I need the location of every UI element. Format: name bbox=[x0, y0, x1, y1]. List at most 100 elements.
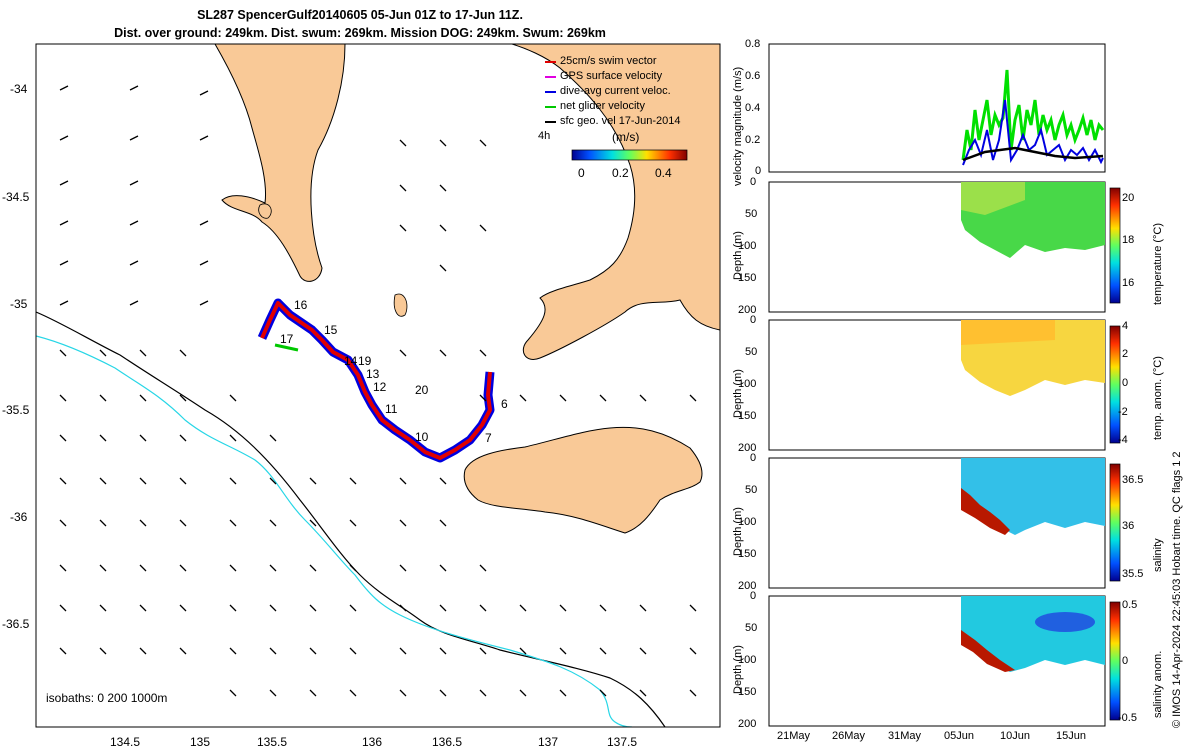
sal-cbar-tick: 36 bbox=[1122, 520, 1135, 532]
salinity-high-layer bbox=[961, 488, 1010, 535]
temp-anom-field-patch bbox=[961, 320, 1055, 345]
vel-tick-1: 0.6 bbox=[745, 70, 761, 82]
land-island-small bbox=[393, 293, 408, 317]
current-vector-field bbox=[59, 85, 697, 697]
depth-tick: 100 bbox=[738, 516, 757, 528]
day-label: 16 bbox=[294, 298, 308, 312]
temp-cbar-tick: 18 bbox=[1122, 234, 1135, 246]
depth-tick: 200 bbox=[738, 718, 757, 730]
time-tick: 31May bbox=[888, 730, 922, 742]
depth-tick: 50 bbox=[745, 484, 758, 496]
depth-tick: 150 bbox=[738, 272, 757, 284]
salinity-cbar-label: salinity bbox=[1152, 538, 1164, 572]
legend-label-swim: 25cm/s swim vector bbox=[560, 55, 657, 67]
vel-tick-3: 0.2 bbox=[745, 134, 761, 146]
lat-tick-3: -35.5 bbox=[2, 403, 30, 417]
day-label: 17 bbox=[280, 332, 294, 346]
lon-tick-4: 136.5 bbox=[432, 735, 463, 749]
salinity-ylabel: Depth (m) bbox=[732, 507, 744, 556]
tanom-cbar-tick: 2 bbox=[1122, 348, 1129, 360]
day-label: 13 bbox=[366, 367, 380, 381]
tanom-cbar-tick: -4 bbox=[1118, 434, 1128, 446]
temperature-colorbar bbox=[1109, 187, 1121, 304]
depth-tick: 150 bbox=[738, 686, 757, 698]
salinity-field bbox=[961, 458, 1105, 535]
lat-tick-2: -35 bbox=[10, 297, 28, 311]
temperature-ylabel: Depth (m) bbox=[732, 231, 744, 280]
sanom-cbar-tick: -0.5 bbox=[1118, 712, 1137, 724]
depth-tick: 0 bbox=[750, 590, 757, 602]
lon-tick-1: 135 bbox=[190, 735, 211, 749]
land-island-small-2 bbox=[258, 203, 272, 219]
legend-label-net: net glider velocity bbox=[560, 100, 645, 112]
temp-anom-colorbar bbox=[1109, 325, 1121, 444]
depth-tick: 50 bbox=[745, 622, 758, 634]
plot-title-line2: Dist. over ground: 249km. Dist. swum: 26… bbox=[114, 26, 606, 40]
sal-anom-colorbar bbox=[1109, 601, 1121, 721]
velocity-series-black bbox=[962, 146, 1104, 162]
lat-tick-5: -36.5 bbox=[2, 617, 30, 631]
land-yorke-peninsula bbox=[511, 44, 720, 360]
velocity-axes bbox=[768, 43, 1106, 173]
depth-tick: 100 bbox=[738, 240, 757, 252]
lat-tick-4: -36 bbox=[10, 510, 28, 524]
vel-tick-4: 0 bbox=[755, 165, 762, 177]
depth-tick: 0 bbox=[750, 452, 757, 464]
sanom-cbar-tick: 0 bbox=[1122, 655, 1129, 667]
sanom-cbar-tick: 0.5 bbox=[1122, 599, 1138, 611]
day-label: 15 bbox=[324, 323, 338, 337]
plot-title-line1: SL287 SpencerGulf20140605 05-Jun 01Z to … bbox=[197, 8, 523, 22]
time-tick: 15Jun bbox=[1056, 730, 1086, 742]
depth-tick: 50 bbox=[745, 346, 758, 358]
depth-tick: 50 bbox=[745, 208, 758, 220]
day-label: 7 bbox=[485, 431, 492, 445]
lon-tick-5: 137 bbox=[538, 735, 559, 749]
sal-anom-cbar-label: salinity anom. bbox=[1152, 650, 1164, 718]
map-panel bbox=[35, 43, 721, 728]
time-tick: 26May bbox=[832, 730, 866, 742]
depth-tick: 0 bbox=[750, 314, 757, 326]
sal-anom-high-layer bbox=[961, 630, 1015, 672]
depth-tick: 150 bbox=[738, 410, 757, 422]
day-label: 19 bbox=[358, 354, 372, 368]
depth-tick: 0 bbox=[750, 176, 757, 188]
lat-tick-1: -34.5 bbox=[2, 190, 30, 204]
velocity-series-green bbox=[961, 69, 1105, 161]
legend-label-gps: GPS surface velocity bbox=[560, 70, 663, 82]
sal-anom-low-patch bbox=[1035, 612, 1095, 632]
depth-tick: 200 bbox=[738, 304, 757, 316]
colorbar-unit: (m/s) bbox=[612, 130, 640, 144]
time-step-label: 4h bbox=[538, 130, 551, 142]
depth-tick: 100 bbox=[738, 378, 757, 390]
day-label: 11 bbox=[385, 402, 398, 416]
legend-label-geo: sfc geo. vel 17-Jun-2014 bbox=[560, 115, 681, 127]
day-label: 10 bbox=[415, 430, 429, 444]
tanom-cbar-tick: 4 bbox=[1122, 320, 1129, 332]
day-label: 14 bbox=[344, 354, 358, 368]
temp-anom-cbar-label: temp. anom. (°C) bbox=[1152, 356, 1164, 440]
tanom-cbar-tick: -2 bbox=[1118, 406, 1128, 418]
colorbar-tick-0: 0 bbox=[578, 166, 585, 180]
lon-tick-2: 135.5 bbox=[257, 735, 288, 749]
lon-tick-6: 137.5 bbox=[607, 735, 638, 749]
temperature-field-patch bbox=[961, 182, 1025, 215]
time-tick: 10Jun bbox=[1000, 730, 1030, 742]
colorbar-tick-1: 0.2 bbox=[612, 166, 629, 180]
depth-tick: 150 bbox=[738, 548, 757, 560]
lon-tick-3: 136 bbox=[362, 735, 383, 749]
day-label: 6 bbox=[501, 397, 508, 411]
map-colorbar bbox=[571, 149, 688, 161]
land-kangaroo-island bbox=[463, 426, 703, 534]
sal-cbar-tick: 36.5 bbox=[1122, 474, 1144, 486]
lon-tick-0: 134.5 bbox=[110, 735, 141, 749]
time-tick: 05Jun bbox=[944, 730, 974, 742]
colorbar-tick-2: 0.4 bbox=[655, 166, 672, 180]
day-label: 20 bbox=[415, 383, 429, 397]
isobaths-label: isobaths: 0 200 1000m bbox=[46, 691, 168, 705]
temp-cbar-tick: 20 bbox=[1122, 192, 1135, 204]
vel-tick-0: 0.8 bbox=[745, 38, 761, 50]
velocity-ylabel: velocity magnitude (m/s) bbox=[732, 66, 744, 186]
tanom-cbar-tick: 0 bbox=[1122, 377, 1129, 389]
day-label: 12 bbox=[373, 380, 387, 394]
depth-tick: 200 bbox=[738, 442, 757, 454]
